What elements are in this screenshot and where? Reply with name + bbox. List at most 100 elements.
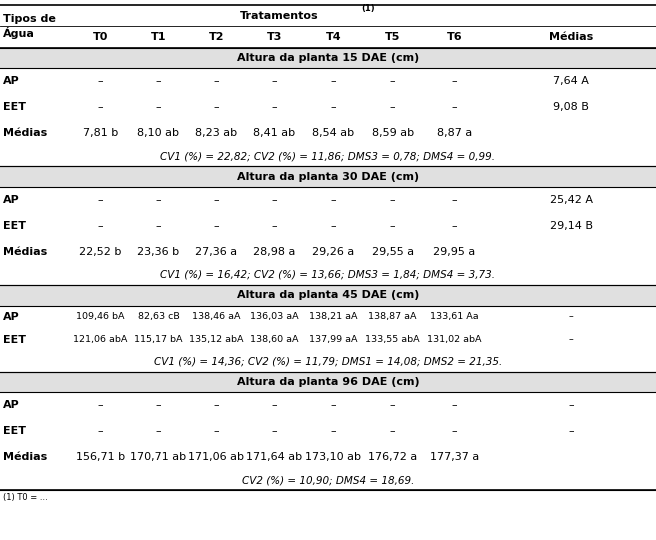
Text: Tipos de
Água: Tipos de Água (3, 14, 56, 39)
Text: 156,71 b: 156,71 b (76, 452, 125, 462)
Text: AP: AP (3, 76, 20, 86)
Text: T2: T2 (209, 32, 224, 42)
Text: T3: T3 (267, 32, 282, 42)
Text: EET: EET (3, 221, 26, 231)
Text: 82,63 cB: 82,63 cB (138, 313, 179, 321)
Text: 136,03 aA: 136,03 aA (250, 313, 299, 321)
Text: 138,87 aA: 138,87 aA (369, 313, 417, 321)
Text: –: – (390, 221, 396, 231)
Text: T5: T5 (385, 32, 400, 42)
Text: EET: EET (3, 426, 26, 436)
Text: 29,26 a: 29,26 a (312, 247, 354, 256)
Text: –: – (213, 426, 219, 436)
Text: –: – (331, 426, 336, 436)
Text: T6: T6 (447, 32, 462, 42)
Text: 8,23 ab: 8,23 ab (195, 128, 237, 138)
Text: Médias: Médias (3, 247, 47, 256)
Text: 138,60 aA: 138,60 aA (251, 335, 298, 344)
Text: –: – (155, 195, 161, 205)
Text: –: – (452, 400, 457, 410)
Bar (0, 372, 656, 392)
Text: –: – (213, 102, 219, 112)
Text: 131,02 abA: 131,02 abA (427, 335, 482, 344)
Text: –: – (331, 221, 336, 231)
Text: 177,37 a: 177,37 a (430, 452, 480, 462)
Text: (1): (1) (361, 4, 375, 13)
Text: AP: AP (3, 195, 20, 205)
Text: –: – (569, 426, 574, 436)
Text: 7,81 b: 7,81 b (83, 128, 118, 138)
Text: AP: AP (3, 400, 20, 410)
Text: –: – (272, 400, 277, 410)
Text: EET: EET (3, 102, 26, 112)
Text: –: – (98, 76, 103, 86)
Text: –: – (98, 102, 103, 112)
Text: –: – (98, 426, 103, 436)
Text: –: – (390, 426, 396, 436)
Text: 137,99 aA: 137,99 aA (309, 335, 358, 344)
Text: –: – (155, 76, 161, 86)
Text: –: – (331, 195, 336, 205)
Text: –: – (569, 400, 574, 410)
Text: EET: EET (3, 335, 26, 345)
Text: –: – (213, 400, 219, 410)
Text: –: – (155, 102, 161, 112)
Text: 8,10 ab: 8,10 ab (137, 128, 180, 138)
Bar (0, 285, 656, 306)
Text: 133,55 abA: 133,55 abA (365, 335, 420, 344)
Text: 135,12 abA: 135,12 abA (189, 335, 243, 344)
Text: –: – (213, 76, 219, 86)
Text: –: – (331, 102, 336, 112)
Text: 29,55 a: 29,55 a (371, 247, 414, 256)
Text: –: – (98, 221, 103, 231)
Text: –: – (331, 400, 336, 410)
Text: –: – (452, 221, 457, 231)
Text: Tratamentos: Tratamentos (239, 11, 318, 21)
Text: Altura da planta 30 DAE (cm): Altura da planta 30 DAE (cm) (237, 172, 419, 181)
Text: –: – (213, 195, 219, 205)
Bar (0, 48, 656, 68)
Text: 9,08 B: 9,08 B (554, 102, 589, 112)
Text: 115,17 bA: 115,17 bA (134, 335, 182, 344)
Text: 8,54 ab: 8,54 ab (312, 128, 354, 138)
Text: –: – (452, 76, 457, 86)
Text: 171,06 ab: 171,06 ab (188, 452, 244, 462)
Text: Médias: Médias (3, 452, 47, 462)
Text: –: – (98, 400, 103, 410)
Text: –: – (390, 195, 396, 205)
Text: CV1 (%) = 22,82; CV2 (%) = 11,86; DMS3 = 0,78; DMS4 = 0,99.: CV1 (%) = 22,82; CV2 (%) = 11,86; DMS3 =… (161, 151, 495, 161)
Text: 173,10 ab: 173,10 ab (305, 452, 361, 462)
Text: 25,42 A: 25,42 A (550, 195, 593, 205)
Text: T0: T0 (92, 32, 108, 42)
Text: 29,14 B: 29,14 B (550, 221, 593, 231)
Text: CV1 (%) = 16,42; CV2 (%) = 13,66; DMS3 = 1,84; DMS4 = 3,73.: CV1 (%) = 16,42; CV2 (%) = 13,66; DMS3 =… (161, 270, 495, 280)
Text: (1) T0 = ...: (1) T0 = ... (3, 493, 47, 502)
Text: –: – (390, 400, 396, 410)
Text: 121,06 abA: 121,06 abA (73, 335, 127, 344)
Text: –: – (272, 102, 277, 112)
Text: –: – (272, 195, 277, 205)
Text: –: – (331, 76, 336, 86)
Text: 8,59 ab: 8,59 ab (371, 128, 414, 138)
Text: –: – (272, 76, 277, 86)
Text: Altura da planta 96 DAE (cm): Altura da planta 96 DAE (cm) (237, 377, 419, 387)
Text: –: – (390, 102, 396, 112)
Text: –: – (272, 426, 277, 436)
Text: Altura da planta 45 DAE (cm): Altura da planta 45 DAE (cm) (237, 291, 419, 300)
Text: 22,52 b: 22,52 b (79, 247, 121, 256)
Text: 29,95 a: 29,95 a (434, 247, 476, 256)
Text: 7,64 A: 7,64 A (554, 76, 589, 86)
Text: T4: T4 (325, 32, 341, 42)
Text: 109,46 bA: 109,46 bA (76, 313, 125, 321)
Text: AP: AP (3, 312, 20, 322)
Text: –: – (569, 335, 574, 344)
Text: 23,36 b: 23,36 b (137, 247, 180, 256)
Text: –: – (452, 426, 457, 436)
Text: –: – (155, 221, 161, 231)
Text: –: – (452, 102, 457, 112)
Text: Médias: Médias (549, 32, 594, 42)
Text: 28,98 a: 28,98 a (253, 247, 296, 256)
Text: –: – (272, 221, 277, 231)
Text: 8,41 ab: 8,41 ab (253, 128, 296, 138)
Text: 138,46 aA: 138,46 aA (192, 313, 240, 321)
